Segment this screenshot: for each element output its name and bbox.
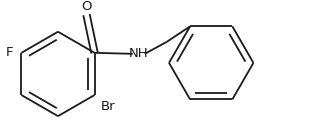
Text: NH: NH — [129, 47, 149, 60]
Text: F: F — [5, 46, 13, 59]
Text: O: O — [81, 0, 92, 13]
Text: Br: Br — [100, 100, 115, 113]
